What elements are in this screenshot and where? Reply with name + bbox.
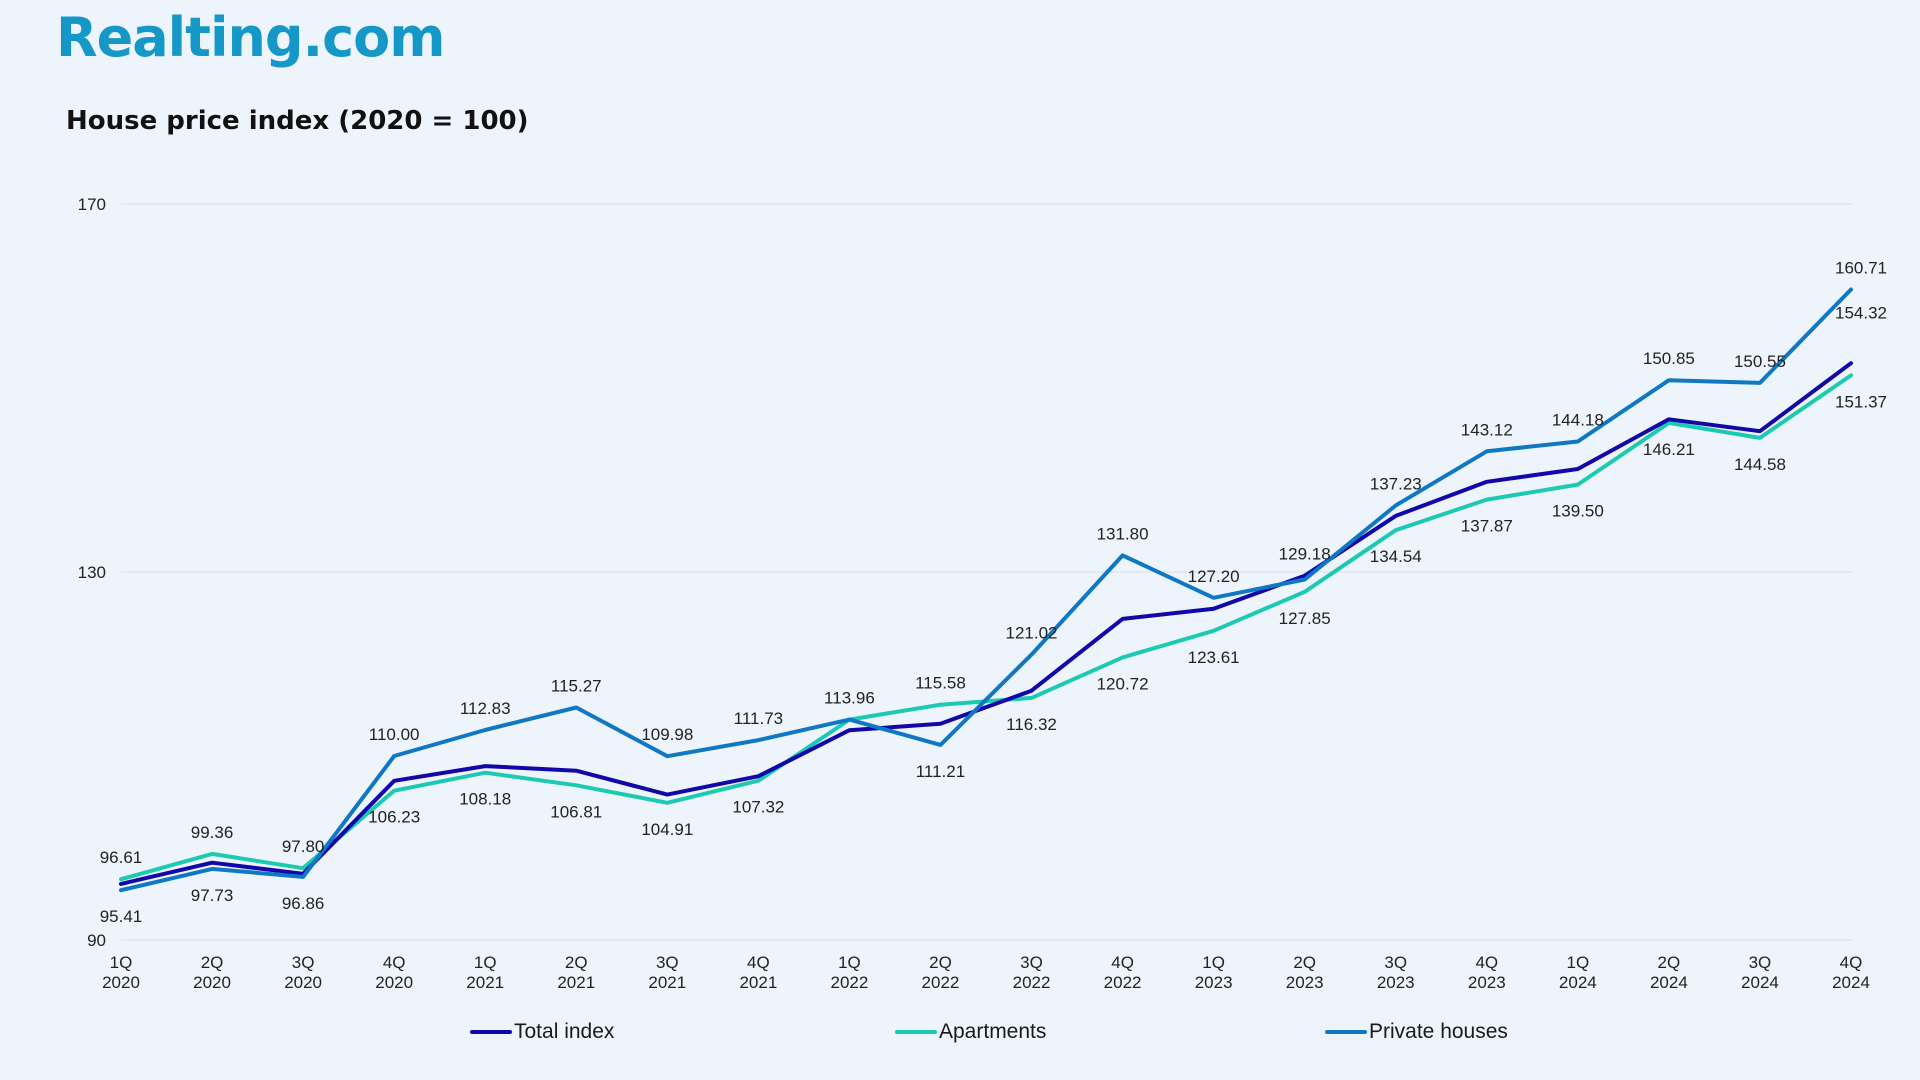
grid-lines [121, 203, 1851, 941]
line-chart: 90 130 170 1Q 2020 2Q 2020 3Q 2020 4Q 2020 1Q 2021 2… [78, 195, 1887, 992]
x-tick-label: 4Q 2020 [375, 953, 413, 992]
x-tick-label: 2Q 2020 [193, 953, 231, 992]
data-label: 115.58 [915, 674, 966, 693]
x-tick-label: 3Q 2023 [1377, 953, 1415, 992]
data-labels: 96.61 95.41 99.36 97.73 97.80 96.86 110.00 106.… [100, 258, 1887, 926]
chart-title: House price index (2020 = 100) [66, 106, 529, 136]
x-tick-label: 3Q 2021 [648, 953, 686, 992]
x-tick-label: 1Q 2020 [102, 953, 140, 992]
data-label: 127.85 [1279, 609, 1331, 628]
x-tick-label: 4Q 2024 [1832, 953, 1870, 992]
data-label: 110.00 [369, 725, 420, 744]
legend-label-houses: Private houses [1369, 1020, 1508, 1043]
data-label: 143.12 [1461, 420, 1513, 439]
data-label: 95.41 [100, 907, 143, 926]
x-tick-label: 3Q 2020 [284, 953, 322, 992]
data-label: 146.21 [1643, 440, 1695, 459]
data-label: 115.27 [551, 677, 602, 696]
y-tick-label-90: 90 [87, 931, 106, 950]
data-label: 99.36 [191, 823, 234, 842]
x-tick-label: 3Q 2022 [1013, 953, 1051, 992]
data-label: 144.58 [1734, 455, 1786, 474]
data-label: 108.18 [459, 790, 511, 809]
legend-item-total: Total index [470, 1020, 614, 1044]
data-label: 106.81 [550, 802, 602, 821]
series-line-houses [119, 287, 1853, 893]
series-lines [119, 287, 1853, 893]
data-label: 109.98 [641, 725, 693, 744]
data-label: 151.37 [1835, 392, 1887, 411]
legend-item-houses: Private houses [1325, 1020, 1508, 1044]
x-tick-label: 4Q 2021 [739, 953, 777, 992]
x-tick-label: 1Q 2021 [466, 953, 504, 992]
data-label: 104.91 [641, 820, 693, 839]
data-label: 96.61 [100, 848, 143, 867]
realting-logo: Realting.com [56, 6, 445, 69]
y-axis-ticks: 90 130 170 [78, 195, 106, 950]
x-tick-label: 3Q 2024 [1741, 953, 1779, 992]
series-line-apartments [119, 373, 1853, 882]
data-label: 113.96 [824, 689, 875, 708]
data-label: 129.18 [1279, 545, 1331, 564]
data-label: 154.32 [1835, 303, 1887, 322]
data-label: 150.85 [1643, 349, 1695, 368]
legend-swatch-total [470, 1030, 512, 1034]
data-label: 111.21 [916, 762, 965, 781]
data-label: 131.80 [1097, 524, 1149, 543]
data-label: 139.50 [1552, 502, 1604, 521]
x-tick-label: 2Q 2023 [1286, 953, 1324, 992]
x-tick-label: 1Q 2022 [831, 953, 869, 992]
data-label: 107.32 [732, 798, 784, 817]
data-label: 111.73 [734, 709, 783, 728]
data-label: 144.18 [1552, 411, 1604, 430]
data-label: 120.72 [1097, 674, 1149, 693]
data-label: 97.80 [282, 837, 325, 856]
x-tick-label: 1Q 2024 [1559, 953, 1597, 992]
data-label: 116.32 [1006, 715, 1057, 734]
legend-label-apartments: Apartments [939, 1020, 1047, 1043]
y-tick-label-170: 170 [78, 195, 106, 214]
legend-swatch-apartments [895, 1030, 937, 1034]
series-line-total [119, 361, 1853, 886]
x-tick-label: 2Q 2022 [922, 953, 960, 992]
x-tick-label: 4Q 2023 [1468, 953, 1506, 992]
data-label: 134.54 [1370, 547, 1422, 566]
data-label: 137.87 [1461, 517, 1513, 536]
data-label: 160.71 [1835, 258, 1887, 277]
data-label: 96.86 [282, 894, 325, 913]
data-label: 97.73 [191, 886, 234, 905]
y-tick-label-130: 130 [78, 563, 106, 582]
x-axis-ticks: 1Q 2020 2Q 2020 3Q 2020 4Q 2020 1Q 2021 2Q 2021 3Q 20… [102, 953, 1870, 992]
x-tick-label: 2Q 2021 [557, 953, 595, 992]
data-label: 106.23 [368, 808, 420, 827]
x-tick-label: 1Q 2023 [1195, 953, 1233, 992]
legend-label-total: Total index [514, 1020, 615, 1043]
data-label: 127.20 [1188, 567, 1240, 586]
data-label: 150.55 [1734, 352, 1786, 371]
data-label: 112.83 [460, 699, 511, 718]
data-label: 137.23 [1370, 474, 1422, 493]
x-tick-label: 4Q 2022 [1104, 953, 1142, 992]
legend-swatch-houses [1325, 1030, 1367, 1034]
chart-legend: Total index Apartments Private houses [0, 1020, 1920, 1054]
x-tick-label: 2Q 2024 [1650, 953, 1688, 992]
data-label: 121.02 [1006, 624, 1058, 643]
data-label: 123.61 [1188, 648, 1240, 667]
legend-item-apartments: Apartments [895, 1020, 1046, 1044]
